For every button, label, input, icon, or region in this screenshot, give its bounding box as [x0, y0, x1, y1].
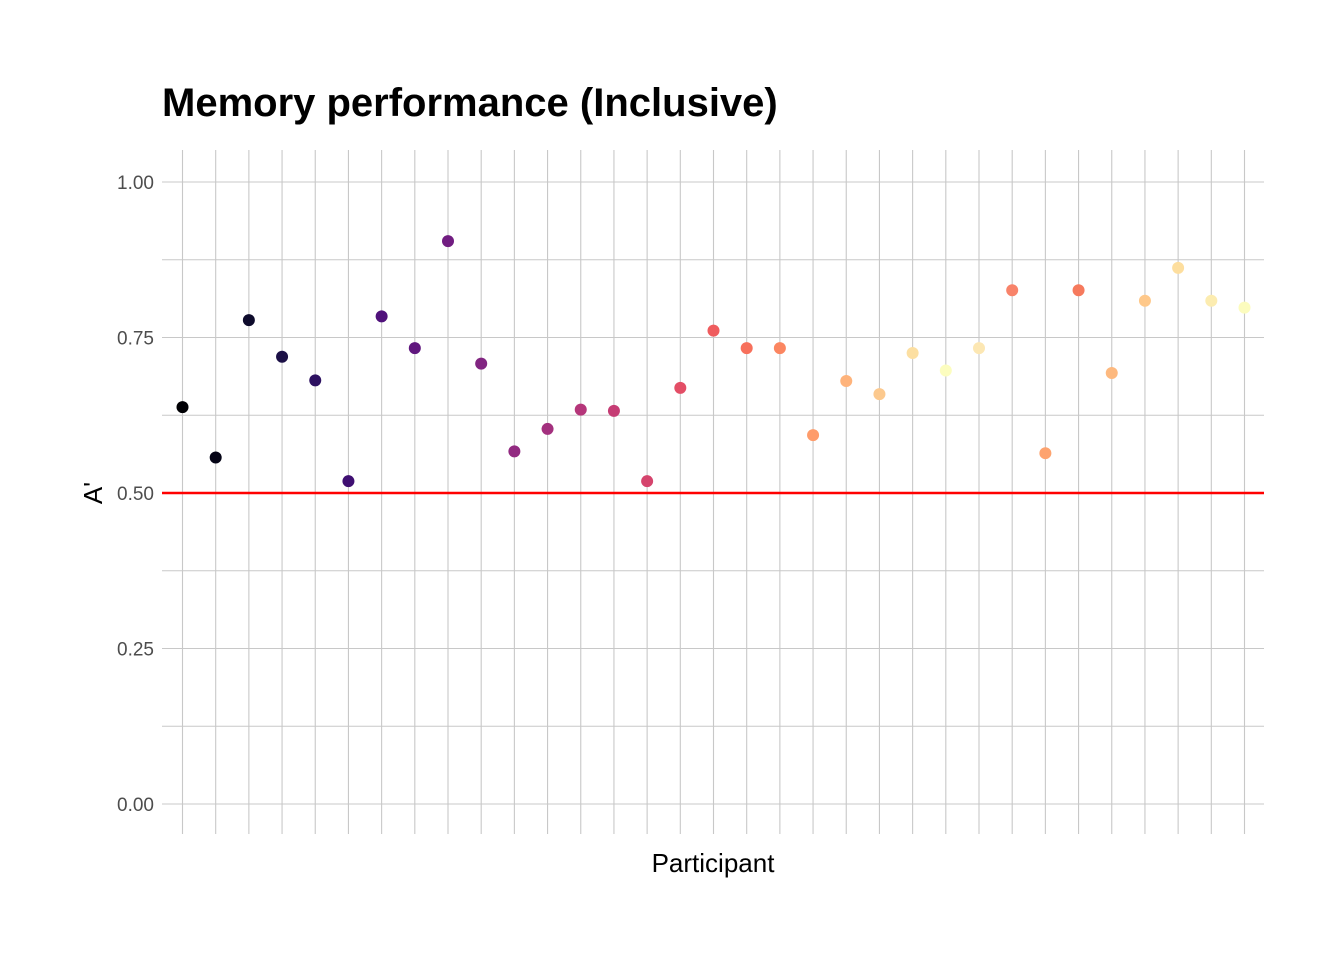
data-point [906, 347, 919, 360]
data-point [1039, 447, 1052, 460]
data-point [973, 342, 985, 355]
data-point [176, 401, 189, 414]
y-tick-label: 0.25 [117, 640, 154, 661]
y-axis-label: A' [78, 482, 108, 504]
data-point [1238, 301, 1251, 314]
data-point [1205, 294, 1218, 307]
data-point [807, 429, 820, 442]
data-point [740, 342, 753, 355]
data-point [641, 475, 654, 488]
data-point [674, 381, 687, 394]
y-tick-label: 0.75 [117, 329, 154, 350]
x-axis-label: Participant [652, 848, 776, 878]
data-point [840, 375, 853, 388]
data-point [1172, 261, 1185, 274]
data-point [1105, 366, 1118, 379]
data-point [342, 475, 355, 488]
data-point [375, 310, 388, 323]
data-point [1138, 294, 1151, 307]
y-tick-labels: 0.00 0.25 0.50 0.75 1.00 [117, 173, 154, 816]
data-point [1072, 284, 1085, 297]
data-point [707, 324, 720, 337]
data-point [242, 314, 255, 327]
data-point [309, 374, 322, 387]
data-point [541, 422, 554, 435]
chart-title: Memory performance (Inclusive) [162, 81, 778, 125]
data-point [773, 342, 786, 355]
data-point [442, 235, 454, 248]
y-tick-label: 0.00 [117, 795, 154, 816]
data-point [209, 451, 222, 464]
y-tick-label: 1.00 [117, 173, 154, 194]
data-point [276, 350, 289, 363]
data-point [475, 357, 488, 370]
data-point [508, 445, 521, 458]
data-point [939, 364, 952, 377]
data-point [408, 342, 421, 355]
data-point [574, 403, 587, 416]
data-point [1006, 284, 1019, 297]
data-point [873, 388, 886, 401]
y-tick-label: 0.50 [117, 484, 154, 505]
data-points [176, 235, 1251, 488]
data-point [607, 404, 620, 417]
